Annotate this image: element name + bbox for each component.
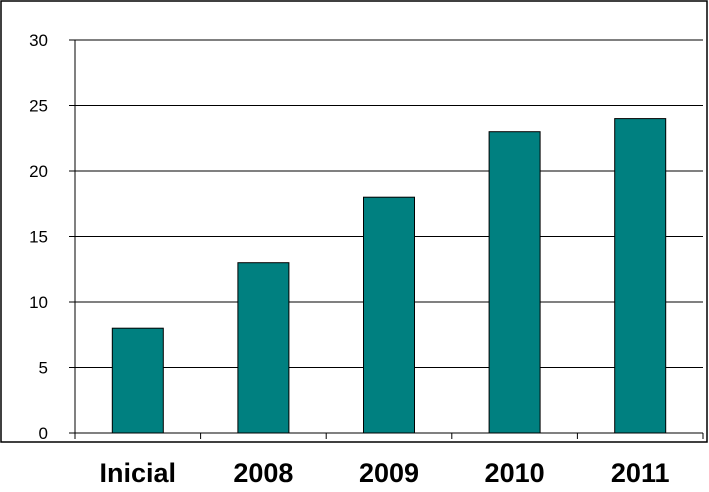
x-tick-label: 2008: [233, 458, 293, 487]
x-tick-label: Inicial: [100, 458, 177, 487]
x-tick-label: 2010: [485, 458, 545, 487]
chart-frame: [0, 0, 708, 443]
y-tick-label: 0: [39, 424, 48, 443]
y-tick-label: 5: [39, 359, 48, 378]
bar-2008: [237, 262, 290, 434]
y-tick-label: 10: [29, 293, 48, 312]
bar-2011: [614, 118, 667, 434]
bar-2010: [488, 131, 541, 434]
y-tick-label: 25: [29, 97, 48, 116]
y-tick-label: 20: [29, 162, 48, 181]
axes: [69, 39, 704, 439]
bar-2009: [363, 196, 415, 434]
y-tick-labels: 0 5 10 15 20 25 30: [29, 31, 48, 443]
y-tick-label: 15: [29, 228, 48, 247]
x-tick-label: 2011: [611, 458, 670, 487]
x-tick-label: 2009: [359, 458, 419, 487]
bars: [111, 118, 667, 434]
y-tick-label: 30: [29, 31, 48, 50]
bar-inicial: [111, 327, 164, 434]
x-tick-labels: Inicial 2008 2009 2010 2011: [100, 458, 670, 488]
